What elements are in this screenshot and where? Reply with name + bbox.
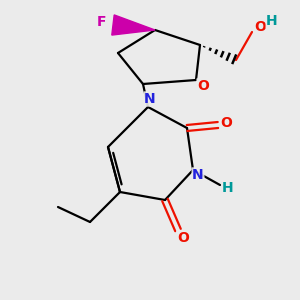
Text: H: H — [222, 181, 234, 195]
Text: F: F — [96, 15, 106, 29]
Text: O: O — [220, 116, 232, 130]
Text: O: O — [177, 231, 189, 245]
Text: O: O — [197, 79, 209, 93]
Polygon shape — [112, 15, 155, 35]
Text: O: O — [254, 20, 266, 34]
Text: N: N — [144, 92, 156, 106]
Text: H: H — [266, 14, 278, 28]
Text: N: N — [192, 168, 204, 182]
